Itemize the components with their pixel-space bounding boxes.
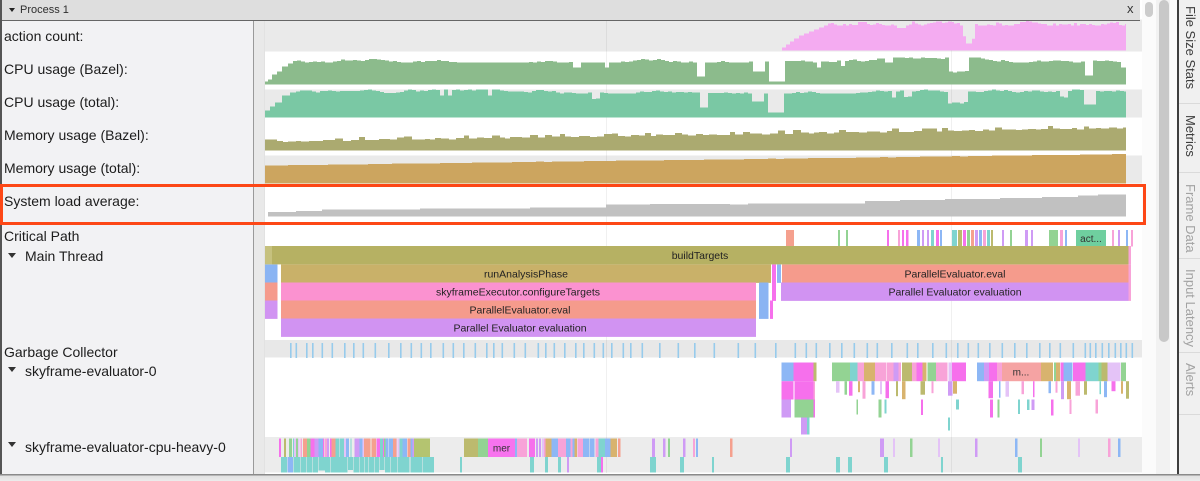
svg-text:runAnalysisPhase: runAnalysisPhase	[484, 269, 568, 281]
svg-text:m...: m...	[1013, 368, 1030, 379]
svg-text:Parallel Evaluator evaluation: Parallel Evaluator evaluation	[888, 287, 1021, 299]
svg-text:ParallelEvaluator.eval: ParallelEvaluator.eval	[905, 269, 1006, 281]
svg-text:buildTargets: buildTargets	[672, 250, 729, 262]
svg-text:Parallel Evaluator evaluation: Parallel Evaluator evaluation	[453, 323, 586, 335]
svg-text:act...: act...	[1080, 234, 1102, 245]
svg-text:skyframeExecutor.configureTarg: skyframeExecutor.configureTargets	[436, 287, 600, 299]
svg-text:mer: mer	[493, 444, 511, 455]
svg-text:ParallelEvaluator.eval: ParallelEvaluator.eval	[470, 305, 571, 317]
